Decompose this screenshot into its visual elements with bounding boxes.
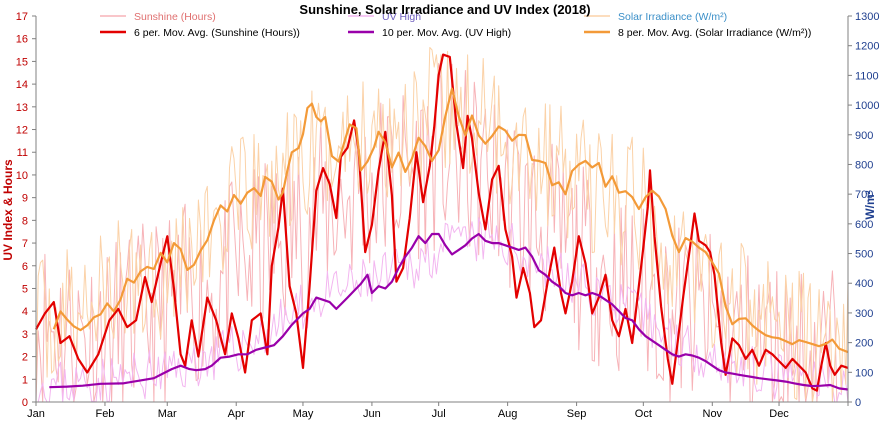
series-line-5 xyxy=(52,87,849,354)
y-right-tick-label: 600 xyxy=(855,219,873,231)
legend: Sunshine (Hours) UV High Solar Irradiance … xyxy=(100,11,811,39)
chart-title: Sunshine, Solar Irradiance and UV Index … xyxy=(299,2,590,17)
y-left-tick-label: 6 xyxy=(22,261,28,273)
x-tick-label: Sep xyxy=(567,408,587,420)
x-tick-label: Apr xyxy=(228,408,245,420)
y-left-tick-label: 5 xyxy=(22,283,28,295)
y-right-tick-label: 1300 xyxy=(855,11,879,23)
y-right-tick-label: 1200 xyxy=(855,41,879,53)
x-tick-label: Jan xyxy=(27,408,45,420)
y-axis-right-label: W/m² xyxy=(863,190,877,219)
y-left-tick-label: 10 xyxy=(16,170,28,182)
y-left-tick-label: 4 xyxy=(22,306,28,318)
legend-label-5: 8 per. Mov. Avg. (Solar Irradiance (W/m²… xyxy=(618,27,811,39)
y-left-tick-label: 16 xyxy=(16,34,28,46)
y-axis-left-label: UV Index & Hours xyxy=(1,159,15,261)
x-tick-label: May xyxy=(293,408,314,420)
y-left-tick-label: 14 xyxy=(16,79,28,91)
y-right-tick-label: 400 xyxy=(855,278,873,290)
axes-layer: 0123456789101112131415161701002003004005… xyxy=(16,11,880,420)
y-right-tick-label: 0 xyxy=(855,397,861,409)
series-line-1 xyxy=(36,217,849,403)
x-tick-label: Dec xyxy=(769,408,789,420)
y-right-tick-label: 900 xyxy=(855,130,873,142)
x-tick-label: Nov xyxy=(703,408,723,420)
x-tick-label: Jul xyxy=(432,408,446,420)
x-tick-label: Mar xyxy=(158,408,177,420)
y-right-tick-label: 200 xyxy=(855,338,873,350)
y-right-tick-label: 500 xyxy=(855,249,873,261)
y-left-tick-label: 13 xyxy=(16,102,28,114)
legend-label-4: 10 per. Mov. Avg. (UV High) xyxy=(382,27,511,39)
x-tick-label: Oct xyxy=(635,408,652,420)
x-tick-label: Jun xyxy=(363,408,381,420)
raw-series-layer xyxy=(35,47,849,403)
series-line-3 xyxy=(35,53,849,392)
y-left-tick-label: 1 xyxy=(22,374,28,386)
legend-label-2: Solar Irradiance (W/m²) xyxy=(618,11,727,23)
y-right-tick-label: 1000 xyxy=(855,100,879,112)
y-left-tick-label: 3 xyxy=(22,329,28,341)
x-tick-label: Feb xyxy=(95,408,114,420)
series-line-0 xyxy=(35,62,848,403)
y-left-tick-label: 11 xyxy=(17,147,28,159)
y-left-tick-label: 12 xyxy=(16,125,28,137)
y-left-tick-label: 7 xyxy=(22,238,28,250)
series-line-4 xyxy=(49,232,849,391)
y-left-tick-label: 8 xyxy=(22,215,28,227)
legend-label-0: Sunshine (Hours) xyxy=(134,11,216,23)
legend-label-1: UV High xyxy=(382,11,421,23)
y-right-tick-label: 1100 xyxy=(855,70,879,82)
y-right-tick-label: 300 xyxy=(855,308,873,320)
x-tick-label: Aug xyxy=(498,408,518,420)
y-left-tick-label: 0 xyxy=(22,397,28,409)
legend-label-3: 6 per. Mov. Avg. (Sunshine (Hours)) xyxy=(134,27,300,39)
series-line-2 xyxy=(35,47,849,403)
y-left-tick-label: 9 xyxy=(22,193,28,205)
y-left-tick-label: 17 xyxy=(16,11,28,23)
y-left-tick-label: 15 xyxy=(16,56,28,68)
y-right-tick-label: 700 xyxy=(855,189,873,201)
moving-average-layer xyxy=(35,53,849,392)
y-left-tick-label: 2 xyxy=(22,352,28,364)
y-right-tick-label: 800 xyxy=(855,159,873,171)
y-right-tick-label: 100 xyxy=(855,367,873,379)
